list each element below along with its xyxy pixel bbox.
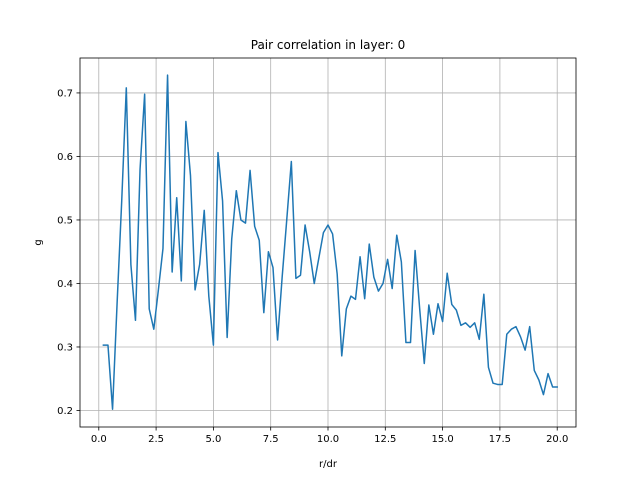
x-axis-label: r/dr [319,459,338,470]
x-tick-label: 5.0 [205,434,221,445]
series-line [102,74,558,410]
x-tick-label: 17.5 [489,434,511,445]
y-tick-label: 0.4 [57,279,73,290]
y-tick-label: 0.6 [57,152,73,163]
x-tick-label: 7.5 [263,434,279,445]
x-tick-label: 2.5 [148,434,164,445]
chart-title: Pair correlation in layer: 0 [251,38,405,52]
y-axis-label: g [33,239,44,245]
series-layer [102,74,558,410]
x-tick-label: 20.0 [546,434,568,445]
y-tick-label: 0.2 [57,406,73,417]
x-tick-label: 0.0 [91,434,107,445]
x-tick-label: 12.5 [374,434,396,445]
grid [80,58,576,427]
y-tick-label: 0.7 [57,88,73,99]
axis-ticks: 0.0 2.5 5.0 7.5 10.0 12.5 15.0 17.5 20.0 0.2 0.3 0.… [57,88,568,445]
x-tick-label: 10.0 [317,434,339,445]
x-tick-label: 15.0 [431,434,453,445]
y-tick-label: 0.3 [57,342,73,353]
y-tick-label: 0.5 [57,215,73,226]
